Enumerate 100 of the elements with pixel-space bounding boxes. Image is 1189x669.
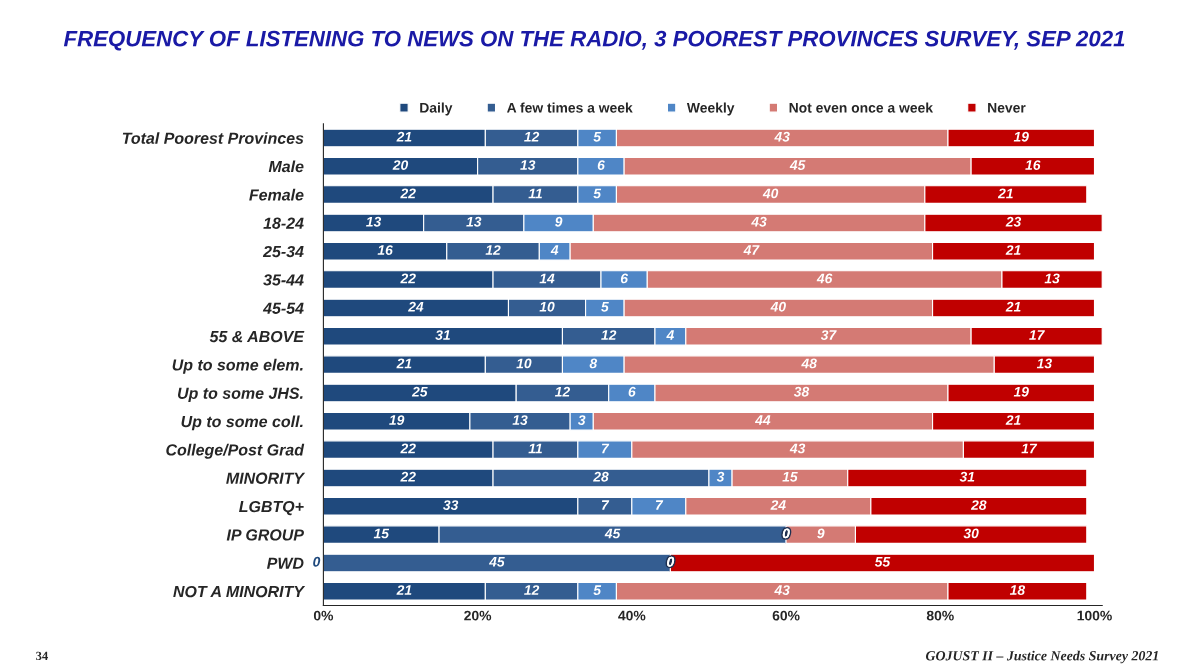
y-tick-label: LGBTQ+ <box>239 500 304 516</box>
data-label: 21 <box>997 188 1013 199</box>
data-label: 0 <box>313 556 321 567</box>
data-label: 5 <box>593 131 602 142</box>
data-label: 6 <box>597 160 605 170</box>
data-label: 8 <box>589 358 598 369</box>
data-label: 12 <box>554 386 571 397</box>
data-label: 44 <box>754 415 771 425</box>
data-label: 12 <box>601 330 617 340</box>
legend-label: Weekly <box>686 102 735 116</box>
data-label: 43 <box>751 216 767 227</box>
y-tick-label: Male <box>268 160 304 173</box>
y-tick-label: 25-34 <box>262 245 304 258</box>
data-label: 21 <box>1005 245 1021 255</box>
y-tick-label: Up to some coll. <box>181 415 303 431</box>
data-label: 13 <box>366 216 382 227</box>
data-label: 28 <box>593 471 609 482</box>
text: 34 <box>36 651 48 661</box>
x-tick-label: 100% <box>1077 610 1112 621</box>
data-label: 31 <box>435 330 450 340</box>
text: GOJUST II – Justice Needs Survey 2021 <box>925 650 1158 664</box>
y-tick-label: 35-44 <box>263 274 304 286</box>
legend-label: Not even once a week <box>789 102 934 113</box>
data-label: 7 <box>601 443 610 454</box>
data-label: 21 <box>1005 301 1021 312</box>
data-label: 30 <box>963 528 979 539</box>
data-label: 22 <box>400 188 416 199</box>
data-label: 9 <box>817 528 825 539</box>
data-label: 6 <box>620 273 629 284</box>
data-label: 10 <box>516 358 532 369</box>
legend-label: Never <box>988 102 1026 113</box>
y-tick-label: 55 & ABOVE <box>209 330 305 343</box>
data-label: 22 <box>400 443 416 454</box>
data-label: 9 <box>555 216 563 227</box>
data-label: 43 <box>774 131 790 142</box>
data-label: 40 <box>770 301 786 312</box>
data-label: 6 <box>628 386 636 397</box>
legend-label: A few times a week <box>506 102 633 113</box>
data-label: 48 <box>801 358 817 369</box>
data-label: 22 <box>400 273 416 284</box>
data-label: 13 <box>1044 273 1060 284</box>
y-tick-label: 18-24 <box>263 217 304 229</box>
chart-title: FREQUENCY OF LISTENING TO NEWS ON THE RADIO, 3 POOREST PROVINCES SURVEY, SEP 2021 <box>63 30 1125 51</box>
data-label: 21 <box>1005 415 1021 425</box>
data-label: 14 <box>539 273 555 284</box>
data-label: 11 <box>528 443 542 454</box>
data-label: 47 <box>743 245 760 255</box>
x-tick-label: 60% <box>772 610 800 621</box>
x-tick-label: 0% <box>313 610 334 621</box>
data-label: 24 <box>770 500 786 510</box>
y-tick-label: PWD <box>266 557 304 569</box>
y-tick-label: Female <box>249 188 304 201</box>
data-label: 37 <box>820 330 837 340</box>
data-label: 19 <box>1013 386 1029 397</box>
data-label: 17 <box>1029 330 1045 340</box>
data-label: 3 <box>716 471 725 482</box>
y-tick-label: Total Poorest Provinces <box>122 132 304 144</box>
data-label: 38 <box>793 386 810 397</box>
data-label: 46 <box>816 273 833 284</box>
data-label: 13 <box>512 415 528 425</box>
data-label: 21 <box>396 358 412 369</box>
data-label: 13 <box>520 160 536 170</box>
data-label: 22 <box>400 471 416 482</box>
x-tick-label: 40% <box>618 610 646 621</box>
legend-label: Daily <box>420 102 453 116</box>
data-label: 15 <box>373 528 390 539</box>
data-label: 15 <box>782 471 798 482</box>
data-label: 11 <box>528 188 542 199</box>
y-tick-label: Up to some JHS. <box>177 387 303 403</box>
data-label: 55 <box>874 556 891 567</box>
data-label: 10 <box>539 301 555 312</box>
data-label: 21 <box>396 585 412 595</box>
y-tick-label: College/Post Grad <box>166 443 305 459</box>
data-label: 25 <box>411 386 428 397</box>
data-label: 17 <box>1021 443 1038 454</box>
data-label: 19 <box>389 415 405 425</box>
data-label: 7 <box>655 500 664 510</box>
data-label: 12 <box>524 131 540 142</box>
data-label: 31 <box>959 471 975 482</box>
data-label: 13 <box>466 216 482 227</box>
data-label: 4 <box>666 330 675 340</box>
data-label: 3 <box>577 415 586 425</box>
data-label: 16 <box>1025 160 1041 170</box>
y-tick-label: 45-54 <box>262 302 304 314</box>
data-label: 13 <box>1036 358 1052 369</box>
x-tick-label: 80% <box>926 610 954 621</box>
data-label: 45 <box>488 556 505 567</box>
x-tick-label: 20% <box>464 610 492 621</box>
data-label: 19 <box>1013 131 1029 142</box>
data-label: 18 <box>1009 585 1026 596</box>
data-label: 16 <box>377 245 393 255</box>
data-label: 20 <box>392 160 409 170</box>
data-label: 4 <box>550 245 559 255</box>
data-label: 33 <box>443 500 459 510</box>
data-label: 12 <box>485 245 501 255</box>
data-label: 28 <box>970 500 987 510</box>
data-label: 24 <box>408 301 424 312</box>
data-label: 45 <box>789 160 806 170</box>
data-label: 45 <box>604 528 621 539</box>
y-tick-label: IP GROUP <box>226 529 304 541</box>
